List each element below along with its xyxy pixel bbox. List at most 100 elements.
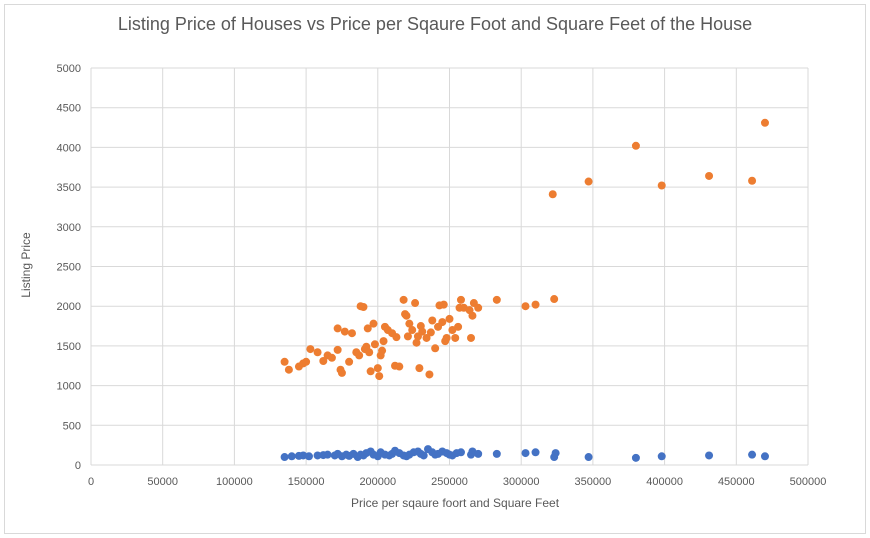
- y-tick-label: 2000: [57, 301, 81, 313]
- data-point: [395, 362, 404, 371]
- data-point: [355, 351, 364, 360]
- data-point: [422, 333, 431, 342]
- data-point: [402, 311, 411, 320]
- data-point: [392, 333, 401, 342]
- data-point: [370, 340, 379, 349]
- data-point: [748, 176, 757, 185]
- y-tick-label: 3500: [57, 182, 81, 194]
- data-point: [657, 181, 666, 190]
- data-point: [451, 333, 460, 342]
- x-tick-label: 300000: [503, 476, 540, 488]
- data-point: [584, 453, 593, 462]
- data-point: [657, 452, 666, 461]
- data-point: [456, 448, 465, 457]
- data-point: [468, 311, 477, 320]
- y-tick-label: 3000: [57, 222, 81, 234]
- data-point: [340, 327, 349, 336]
- data-point: [425, 370, 434, 379]
- data-point: [442, 333, 451, 342]
- data-point: [418, 327, 427, 336]
- y-tick-label: 5000: [57, 63, 81, 75]
- data-point: [748, 450, 757, 459]
- data-point: [760, 452, 769, 461]
- data-point: [363, 324, 372, 333]
- data-point: [366, 367, 375, 376]
- data-point: [431, 344, 440, 353]
- x-tick-label: 150000: [288, 476, 325, 488]
- data-point: [439, 300, 448, 309]
- data-point: [313, 348, 322, 357]
- data-point: [531, 300, 540, 309]
- data-point: [521, 302, 530, 311]
- data-point: [337, 368, 346, 377]
- data-point: [631, 453, 640, 462]
- y-tick-label: 4000: [57, 142, 81, 154]
- x-tick-label: 100000: [216, 476, 253, 488]
- data-point: [408, 326, 417, 335]
- chart-title: Listing Price of Houses vs Price per Sqa…: [117, 14, 753, 34]
- y-tick-label: 1000: [57, 381, 81, 393]
- data-point: [373, 364, 382, 373]
- data-point: [467, 333, 476, 342]
- data-point: [428, 316, 437, 325]
- data-point: [531, 448, 540, 457]
- data-point: [415, 364, 424, 373]
- data-point: [280, 357, 289, 366]
- x-tick-label: 500000: [790, 476, 827, 488]
- data-point: [302, 357, 311, 366]
- data-point: [347, 329, 356, 338]
- data-point: [304, 452, 313, 461]
- data-point: [280, 453, 289, 462]
- data-point: [492, 295, 501, 304]
- data-point: [438, 318, 447, 327]
- data-point: [705, 171, 714, 180]
- data-point: [474, 449, 483, 458]
- y-tick-label: 500: [63, 420, 81, 432]
- data-point: [399, 295, 408, 304]
- data-point: [287, 452, 296, 461]
- data-point: [319, 356, 328, 365]
- data-point: [551, 449, 560, 458]
- data-point: [705, 451, 714, 460]
- x-tick-label: 400000: [646, 476, 683, 488]
- data-point: [359, 302, 368, 311]
- y-tick-label: 2500: [57, 262, 81, 274]
- data-point: [345, 357, 354, 366]
- data-point: [550, 295, 559, 304]
- data-point: [492, 449, 501, 458]
- data-point: [411, 299, 420, 308]
- data-point: [445, 314, 454, 323]
- y-axis-label: Listing Price: [19, 232, 33, 298]
- data-point: [333, 324, 342, 333]
- data-point: [375, 372, 384, 381]
- y-tick-label: 1500: [57, 341, 81, 353]
- data-point: [369, 319, 378, 328]
- data-point: [284, 365, 293, 374]
- chart-frame: [4, 4, 866, 534]
- data-point: [419, 451, 428, 460]
- data-point: [548, 190, 557, 199]
- data-point: [454, 322, 463, 331]
- data-point: [306, 345, 315, 354]
- data-point: [365, 348, 374, 357]
- x-tick-label: 450000: [718, 476, 755, 488]
- data-point: [313, 451, 322, 460]
- data-point: [323, 450, 332, 459]
- data-point: [379, 337, 388, 346]
- x-tick-label: 0: [88, 476, 94, 488]
- data-point: [584, 177, 593, 186]
- data-point: [412, 338, 421, 347]
- data-point: [333, 345, 342, 354]
- data-point: [521, 449, 530, 458]
- data-point: [378, 346, 387, 355]
- x-tick-label: 350000: [575, 476, 612, 488]
- data-point: [405, 319, 414, 328]
- data-point: [327, 353, 336, 362]
- y-tick-label: 0: [75, 460, 81, 472]
- data-point: [474, 303, 483, 312]
- x-tick-label: 250000: [431, 476, 468, 488]
- data-point: [403, 332, 412, 341]
- data-point: [426, 328, 435, 337]
- x-tick-label: 50000: [147, 476, 178, 488]
